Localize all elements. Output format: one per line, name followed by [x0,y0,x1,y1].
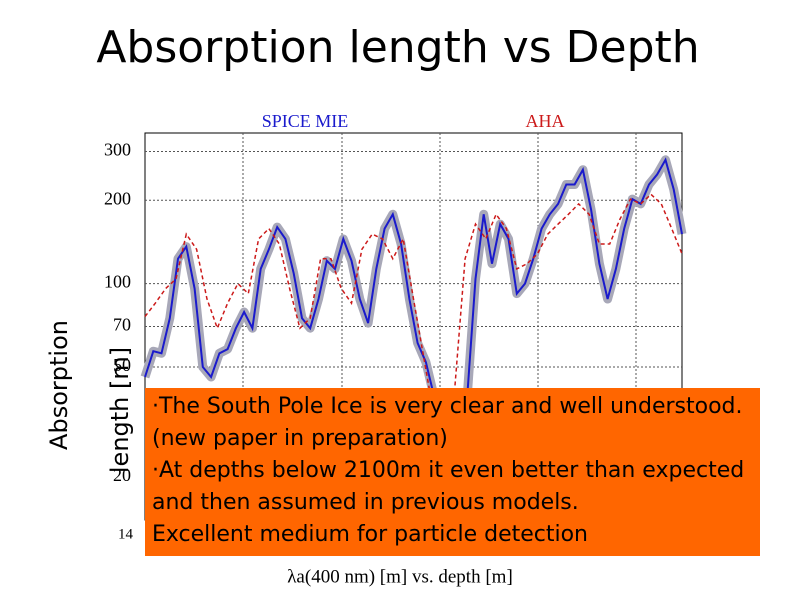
x-axis-label: λa(400 nm) [m] vs. depth [m] [287,566,513,587]
y-tick-label: 50 [113,355,131,375]
x-tick-label: 14 [118,526,134,542]
y-tick-label: 70 [113,315,131,335]
y-tick-label: 20 [113,465,131,485]
line [144,193,683,419]
y-axis-label: Absorption [45,320,73,450]
y-axis-label: length [m] [106,347,134,473]
bullet-list: ·The South Pole Ice is very clear and we… [152,391,752,551]
bullet: Excellent medium for particle detection [152,522,589,547]
legend-label: AHA [526,111,565,131]
line [144,157,683,468]
highlight-box [145,388,760,556]
bullet: ·At depths below 2100m it even better th… [152,458,745,515]
bullet: ·The South Pole Ice is very clear and we… [152,394,743,451]
y-tick-label: 100 [104,272,131,292]
legend-label: SPICE MIE [262,111,349,131]
slide-title: Absorption length vs Depth [96,22,699,73]
y-tick-label: 300 [104,140,131,160]
y-tick-label: 200 [104,188,131,208]
